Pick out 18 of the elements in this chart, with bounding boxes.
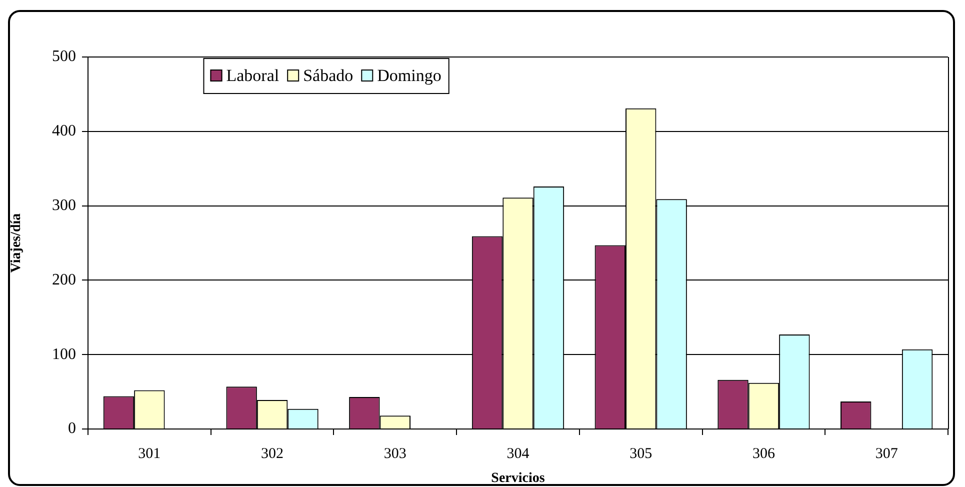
x-axis-title: Servicios (491, 471, 546, 486)
x-tick-label: 304 (506, 446, 530, 462)
y-tick-label: 200 (52, 271, 76, 288)
y-axis-title: Viajes/día (9, 213, 24, 273)
x-tick-label: 302 (261, 446, 284, 462)
y-tick-label: 500 (52, 48, 76, 66)
y-tick-label: 100 (52, 346, 76, 363)
y-tick-label: 400 (52, 122, 76, 140)
x-tick-label: 305 (630, 446, 652, 462)
legend-label: Domingo (377, 66, 442, 85)
legend-label: Laboral (226, 66, 280, 85)
legend-label: Sábado (303, 66, 354, 85)
y-tick-label: 300 (52, 197, 76, 214)
x-tick-label: 306 (752, 446, 776, 462)
x-tick-label: 303 (384, 446, 406, 462)
x-tick-label: 307 (875, 446, 898, 462)
y-tick-label: 0 (68, 420, 76, 438)
x-tick-label: 301 (138, 446, 161, 462)
